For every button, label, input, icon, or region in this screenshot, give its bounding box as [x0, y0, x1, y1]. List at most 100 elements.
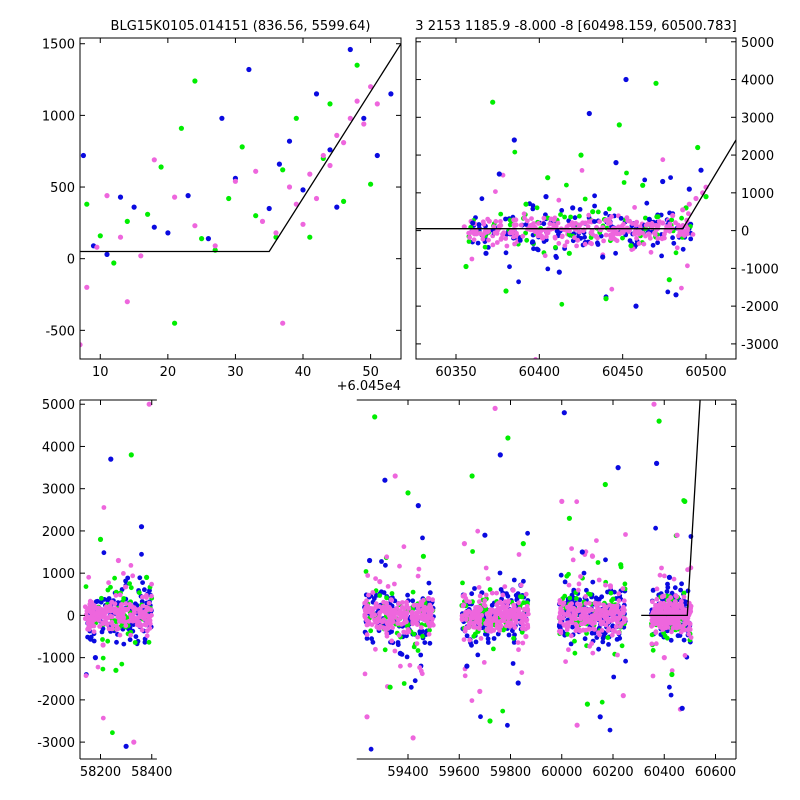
cloud-point-tr [589, 241, 594, 247]
cloud-point-b [137, 623, 143, 629]
data-point-magenta-tl [368, 84, 374, 90]
cloud-point-b [500, 615, 506, 621]
cloud-point-b [483, 592, 489, 598]
cloud-point-tr [577, 207, 583, 212]
cloud-point-b [576, 581, 582, 587]
cloud-point-tr [545, 266, 551, 272]
cloud-point-b [584, 587, 589, 593]
data-point-green-tr [503, 288, 509, 294]
data-point-green-b [669, 671, 675, 678]
cloud-point-b [128, 563, 134, 568]
cloud-point-b [397, 563, 402, 569]
cloud-point-tr [638, 224, 643, 230]
cloud-point-b [600, 639, 606, 645]
cloud-point-tr [592, 203, 597, 209]
data-point-blue-b [679, 705, 685, 711]
y-tick-label-tr: -1000 [741, 262, 779, 277]
data-point-magenta-b [674, 532, 680, 538]
data-point-green-b [618, 562, 624, 568]
cloud-point-b [565, 631, 570, 637]
x-tick-label-tr: 60400 [519, 365, 560, 380]
cloud-point-b [101, 505, 107, 510]
cloud-point-tr [618, 216, 624, 221]
cloud-point-b [685, 627, 691, 633]
cloud-point-tr [606, 206, 612, 212]
cloud-point-tr [620, 235, 625, 241]
cloud-point-tr [513, 217, 519, 223]
cloud-point-b [128, 585, 134, 591]
data-point-magenta-tr [646, 231, 652, 237]
data-point-magenta-b [687, 621, 693, 627]
cloud-point-b [662, 573, 667, 579]
data-point-magenta-b [392, 473, 398, 479]
cloud-point-tr [655, 240, 660, 246]
cloud-point-b [143, 622, 149, 628]
panel-bottom: 58200 58400 59400 59600 59800 60000 60200 60400… [37, 398, 737, 780]
cloud-point-b [144, 592, 149, 598]
cloud-point-b [587, 600, 592, 606]
y-tick-label-tl: 0 [67, 253, 75, 268]
data-point-green-b [487, 718, 493, 724]
data-point-magenta-b [100, 642, 106, 648]
y-tick-label-b: -3000 [37, 736, 75, 751]
cloud-point-tr [659, 253, 664, 259]
cloud-point-b [133, 634, 139, 639]
cloud-point-b [582, 610, 588, 616]
cloud-point-b [664, 589, 670, 594]
data-point-green-tl [327, 101, 333, 107]
cloud-point-tr [577, 229, 582, 235]
cloud-point-b [385, 584, 391, 589]
cloud-point-b [147, 625, 153, 631]
cloud-point-b [592, 620, 597, 626]
cloud-point-b [487, 587, 493, 592]
data-point-magenta-tl [300, 221, 306, 227]
data-point-green-b [113, 667, 119, 673]
cloud-point-b [650, 673, 656, 679]
panel-top-right: 3 2153 1185.9 -8.000 -8 [60498.159, 6050… [415, 19, 778, 380]
data-point-green-b [420, 553, 426, 559]
cloud-point-b [410, 598, 416, 604]
cloud-point-tr [643, 233, 648, 239]
cloud-point-tr [481, 221, 487, 227]
cloud-point-b [509, 608, 515, 614]
cloud-point-b [574, 623, 580, 628]
cloud-point-b [590, 650, 596, 656]
data-point-magenta-tl [192, 223, 198, 229]
cloud-point-b [401, 544, 407, 550]
data-point-magenta-tl [212, 243, 218, 249]
cloud-point-tr [531, 246, 536, 252]
cloud-point-b [464, 610, 470, 616]
plot-area-b [82, 400, 701, 752]
cloud-point-b [688, 635, 694, 640]
data-point-blue-tl [286, 138, 293, 144]
cloud-point-tr [634, 236, 639, 241]
cloud-point-b [507, 624, 513, 629]
cloud-point-b [669, 629, 674, 635]
cloud-point-b [147, 613, 153, 619]
cloud-point-b [513, 620, 519, 625]
cloud-point-tr [636, 228, 642, 234]
cloud-point-b [621, 618, 627, 623]
cloud-point-b [519, 670, 525, 675]
cloud-point-tr [541, 215, 547, 221]
cloud-point-b [611, 674, 617, 680]
cloud-point-b [581, 570, 587, 576]
cloud-point-b [386, 612, 391, 617]
cloud-point-b [623, 532, 628, 537]
data-point-blue-tr [556, 269, 562, 275]
cloud-point-b [579, 621, 584, 627]
cloud-point-b [88, 608, 93, 614]
cloud-point-b [130, 573, 136, 579]
cloud-point-b [521, 600, 526, 606]
cloud-point-b [427, 627, 432, 633]
cloud-point-b [475, 528, 481, 534]
x-tick-label-tr: 60500 [685, 365, 726, 380]
data-point-blue-tr [530, 239, 536, 245]
cloud-point-b [127, 637, 133, 643]
cloud-point-tr [553, 245, 558, 250]
cloud-point-b [498, 624, 504, 629]
cloud-point-b [426, 631, 432, 637]
cloud-point-b [459, 617, 465, 623]
cloud-point-tr [655, 214, 661, 220]
